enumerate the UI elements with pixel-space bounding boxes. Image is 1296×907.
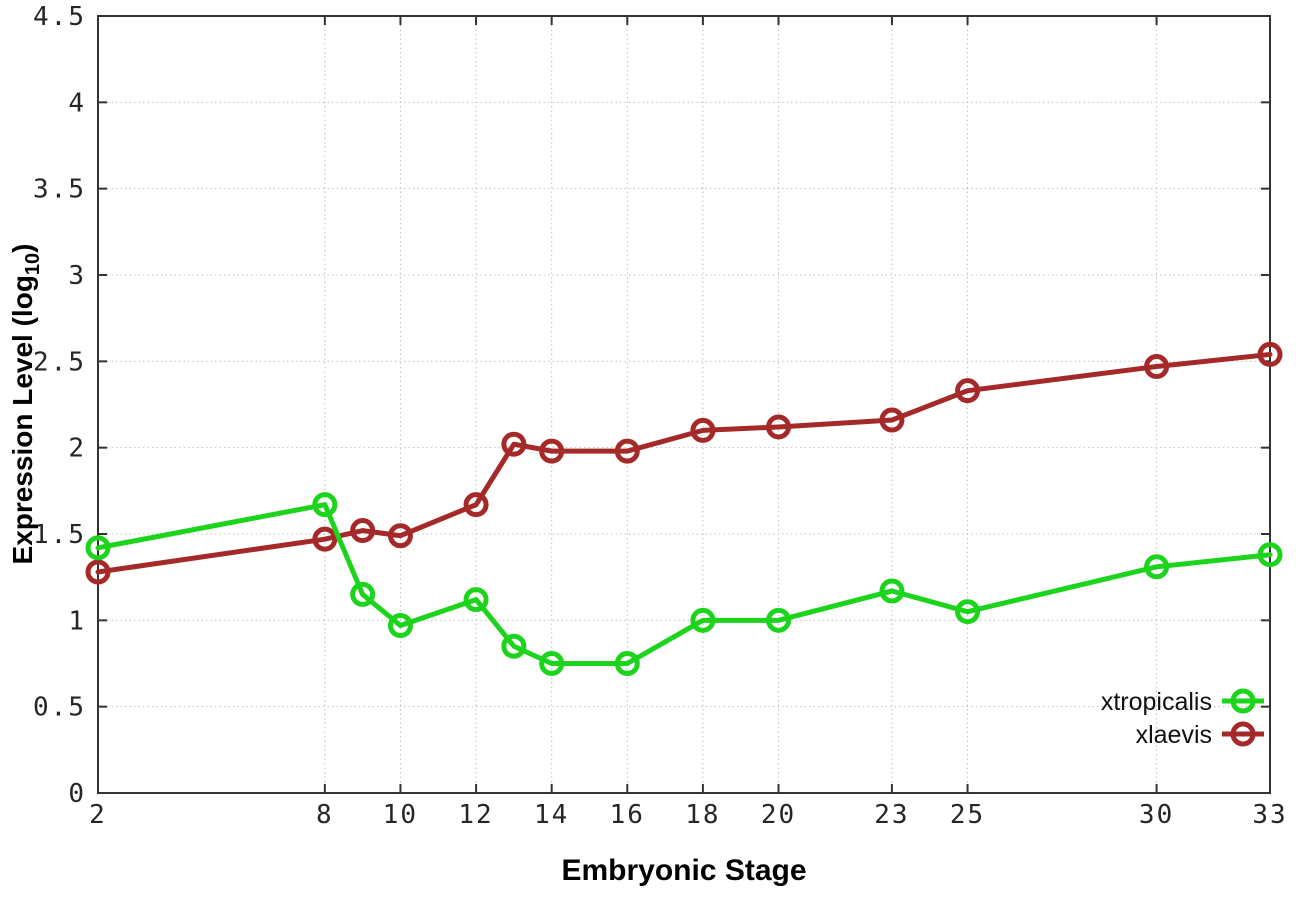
legend-label-xtropicalis: xtropicalis (1101, 688, 1212, 716)
y-tick-label: 3 (68, 261, 86, 291)
data-point-marker (539, 438, 565, 464)
plot-border (97, 15, 1271, 794)
legend-entry-xlaevis: xlaevis (1136, 721, 1264, 749)
legend-label-xlaevis: xlaevis (1136, 721, 1212, 749)
data-point-marker (501, 633, 527, 659)
y-axis-title: Expression Level (log10) (7, 244, 44, 565)
plot-area (98, 16, 1270, 793)
x-tick-label: 30 (1139, 800, 1174, 830)
data-point-marker (1257, 542, 1283, 568)
legend-marker-sample (1230, 688, 1256, 714)
data-point-marker (690, 417, 716, 443)
data-point-marker (879, 407, 905, 433)
data-point-marker (690, 607, 716, 633)
data-point-marker (955, 599, 981, 625)
x-tick-label: 14 (534, 800, 569, 830)
legend: xtropicalis xlaevis (1101, 688, 1264, 749)
y-tick-label: 4.5 (33, 2, 86, 32)
data-point-marker (387, 613, 413, 639)
x-axis-title: Embryonic Stage (561, 854, 806, 887)
data-point-marker (312, 526, 338, 552)
x-tick-label: 25 (950, 800, 985, 830)
series-xtropicalis (85, 492, 1283, 676)
x-tick-label: 16 (610, 800, 645, 830)
data-point-marker (614, 651, 640, 676)
legend-marker-sample (1230, 721, 1256, 747)
y-tick-label: 1.5 (33, 520, 86, 550)
data-point-marker (387, 523, 413, 549)
data-point-marker (350, 581, 376, 607)
y-tick-label: 4 (68, 88, 86, 118)
data-point-marker (85, 535, 111, 561)
data-point-marker (766, 607, 792, 633)
x-tick-label: 20 (761, 800, 796, 830)
y-tick-label: 2.5 (33, 347, 86, 377)
data-point-marker (766, 414, 792, 440)
data-point-marker (501, 431, 527, 457)
data-point-marker (614, 438, 640, 464)
x-tick-label: 23 (874, 800, 909, 830)
data-point-marker (539, 651, 565, 676)
x-tick-label: 2 (89, 800, 107, 830)
data-point-marker (955, 378, 981, 404)
data-point-marker (463, 587, 489, 613)
y-tick-label: 3.5 (33, 175, 86, 205)
x-tick-label: 12 (458, 800, 493, 830)
data-point-marker (1257, 341, 1283, 367)
x-tick-label: 10 (383, 800, 418, 830)
y-tick-label: 2 (68, 434, 86, 464)
data-point-marker (85, 559, 111, 585)
data-point-marker (1144, 354, 1170, 380)
data-point-marker (1144, 554, 1170, 580)
y-axis-title-subscript: 10 (22, 253, 44, 275)
data-point-marker (312, 492, 338, 518)
series-line-xlaevis (95, 351, 1273, 575)
gridlines (98, 16, 1270, 793)
data-point-marker (879, 578, 905, 604)
legend-entry-xtropicalis: xtropicalis (1101, 688, 1264, 716)
y-tick-label: 1 (68, 606, 86, 636)
data-point-marker (463, 492, 489, 518)
tick-marks (97, 15, 1271, 794)
series-xlaevis (85, 341, 1283, 585)
x-tick-label: 18 (685, 800, 720, 830)
y-axis-title-pre: Expression Level (log (7, 275, 38, 564)
data-point-marker (350, 518, 376, 544)
y-tick-label: 0 (68, 779, 86, 809)
y-axis-title-post: ) (7, 244, 38, 253)
y-tick-label: 0.5 (33, 693, 86, 723)
x-tick-label: 33 (1252, 800, 1287, 830)
x-tick-label: 8 (316, 800, 334, 830)
